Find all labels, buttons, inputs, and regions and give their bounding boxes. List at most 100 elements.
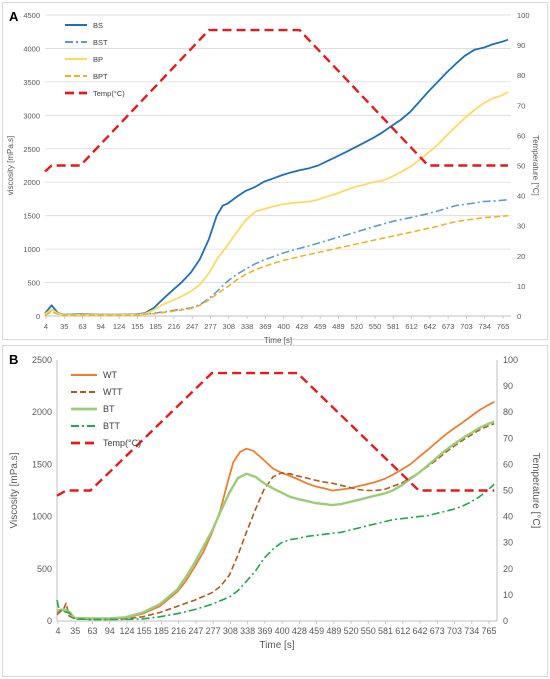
series-line-btt: [56, 483, 495, 621]
y-tick-label: 2500: [23, 145, 40, 154]
series-line-bpt: [44, 214, 509, 317]
y2-tick-label: 30: [517, 222, 525, 231]
legend-label-bst: BST: [93, 38, 108, 47]
x-tick-label: 489: [326, 626, 341, 636]
x-tick-label: 94: [97, 322, 105, 331]
chart-panel-b: B 0 500 1000 1500 2000 2500 0 10 20 30 40 50 60 70 80 90…: [2, 345, 548, 677]
y2-tick-label: 70: [503, 433, 513, 443]
series-line-temp-c: [44, 28, 508, 173]
y-tick-label: 2000: [23, 178, 40, 187]
x-tick-label: 612: [405, 322, 418, 331]
x-tick-label: 550: [361, 626, 376, 636]
chart-1-group: B 0 500 1000 1500 2000 2500 0 10 20 30 40 50 60 70 80 90…: [9, 352, 541, 651]
series-line-wt: [56, 401, 495, 620]
x-tick-label: 155: [137, 626, 152, 636]
y-tick-label: 0: [36, 312, 40, 321]
legend-label-wt: WT: [103, 370, 117, 380]
y2-tick-label: 100: [503, 355, 518, 365]
y2-tick-label: 20: [517, 252, 525, 261]
x-tick-label: 35: [60, 322, 68, 331]
legend-label-wtt: WTT: [103, 387, 123, 397]
x-tick-label: 277: [206, 626, 221, 636]
legend-label-bs: BS: [93, 21, 103, 30]
y-tick-label: 4000: [23, 44, 40, 53]
y2-tick-label: 30: [503, 538, 513, 548]
series-line-wtt: [56, 422, 495, 621]
chart-b-svg: B 0 500 1000 1500 2000 2500 0 10 20 30 40 50 60 70 80 90…: [9, 352, 541, 651]
y-tick-label: 4500: [23, 11, 40, 20]
x-tick-label: 247: [186, 322, 199, 331]
y2-tick-label: 90: [503, 381, 513, 391]
y-tick-label: 500: [27, 279, 40, 288]
x-tick-label: 63: [78, 322, 86, 331]
y2-tick-label: 80: [503, 407, 513, 417]
legend-label-bt: BT: [103, 404, 115, 414]
y2-tick-label: 0: [503, 616, 508, 626]
x-tick-label: 63: [87, 626, 97, 636]
x-axis-title: Time [s]: [264, 336, 292, 345]
y-axis-title: viscosity [mPa.s]: [6, 136, 15, 196]
y2-axis-title: Temperature [°C]: [531, 135, 540, 196]
y2-tick-label: 60: [503, 459, 513, 469]
x-tick-label: 308: [223, 322, 236, 331]
x-tick-label: 94: [105, 626, 115, 636]
x-tick-label: 520: [351, 322, 364, 331]
x-tick-label: 155: [131, 322, 144, 331]
y2-tick-label: 70: [517, 101, 525, 110]
y-tick-label: 3500: [23, 78, 40, 87]
y2-tick-label: 20: [503, 564, 513, 574]
legend-label-temp-c: Temp(°C): [103, 438, 141, 448]
y-tick-label: 3000: [23, 111, 40, 120]
x-tick-label: 673: [430, 626, 445, 636]
y-tick-label: 500: [37, 564, 52, 574]
y-axis-title: Viscosity [mPa.s]: [9, 452, 20, 528]
x-tick-label: 124: [119, 626, 134, 636]
x-tick-label: 35: [70, 626, 80, 636]
x-tick-label: 369: [257, 626, 272, 636]
x-tick-label: 642: [424, 322, 437, 331]
y2-tick-label: 80: [517, 71, 525, 80]
x-tick-label: 400: [277, 322, 290, 331]
x-tick-label: 459: [309, 626, 324, 636]
x-tick-label: 520: [344, 626, 359, 636]
y2-tick-label: 0: [517, 312, 521, 321]
x-tick-label: 489: [332, 322, 345, 331]
x-tick-label: 338: [240, 626, 255, 636]
x-tick-label: 216: [171, 626, 186, 636]
x-tick-label: 216: [168, 322, 181, 331]
y2-tick-label: 10: [503, 590, 513, 600]
chart-panel-a: A 0 500 1000 1500 2000 2500 3000 3500 4000 4500 0 10…: [2, 2, 548, 345]
y-tick-label: 1000: [23, 245, 40, 254]
x-tick-label: 185: [149, 322, 162, 331]
x-tick-label: 703: [447, 626, 462, 636]
y2-tick-label: 40: [503, 512, 513, 522]
legend-label-bpt: BPT: [93, 72, 108, 81]
panel-label: A: [9, 9, 19, 24]
x-tick-label: 703: [460, 322, 473, 331]
x-tick-label: 338: [241, 322, 254, 331]
chart-0-group: A 0 500 1000 1500 2000 2500 3000 3500 4000 4500 0 10…: [6, 9, 540, 345]
x-tick-label: 734: [478, 322, 491, 331]
panel-label: B: [9, 352, 18, 367]
y2-tick-label: 50: [517, 162, 525, 171]
legend-label-temp-c: Temp(°C): [93, 89, 125, 98]
x-tick-label: 247: [188, 626, 203, 636]
x-tick-label: 185: [154, 626, 169, 636]
x-tick-label: 459: [314, 322, 327, 331]
x-tick-label: 765: [481, 626, 496, 636]
y2-tick-label: 90: [517, 41, 525, 50]
y-tick-label: 1500: [32, 459, 52, 469]
x-tick-label: 428: [292, 626, 307, 636]
y2-axis-title: Temperature [°C]: [530, 453, 541, 529]
x-tick-label: 4: [44, 322, 48, 331]
series-line-temp-c: [56, 371, 495, 497]
y-tick-label: 2000: [32, 407, 52, 417]
x-tick-label: 612: [395, 626, 410, 636]
x-tick-label: 581: [378, 626, 393, 636]
x-tick-label: 308: [223, 626, 238, 636]
y2-tick-label: 10: [517, 282, 525, 291]
x-tick-label: 734: [464, 626, 479, 636]
x-tick-label: 765: [497, 322, 510, 331]
series-line-bp: [44, 91, 509, 316]
y-tick-label: 1500: [23, 212, 40, 221]
